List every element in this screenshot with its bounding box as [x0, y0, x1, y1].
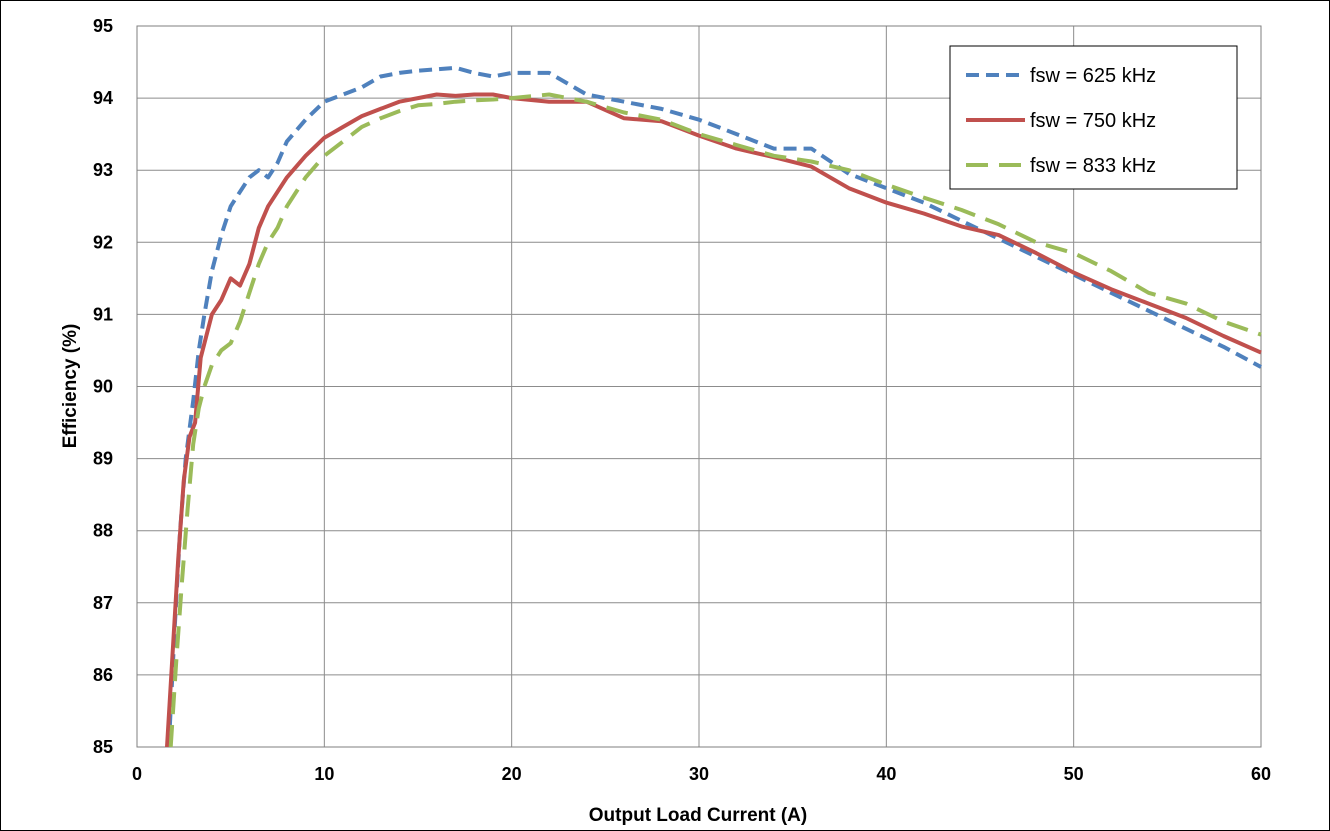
x-tick-label: 10 [314, 764, 334, 784]
series-lines [165, 65, 1262, 748]
y-tick-label: 85 [93, 737, 113, 757]
series-line-2 [165, 92, 1262, 748]
x-tick-labels: 0 10 20 30 40 50 60 [132, 764, 1271, 784]
y-tick-label: 88 [93, 521, 113, 541]
legend-label-2: fsw = 750 kHz [1030, 110, 1156, 132]
y-tick-label: 95 [93, 16, 113, 36]
series-line-3 [168, 92, 1262, 748]
y-tick-label: 90 [93, 377, 113, 397]
y-axis-title: Efficiency (%) [60, 324, 81, 449]
x-tick-label: 0 [132, 764, 142, 784]
y-tick-label: 87 [93, 593, 113, 613]
legend: fsw = 625 kHz fsw = 750 kHz fsw = 833 kHz [949, 45, 1238, 190]
y-tick-label: 89 [93, 449, 113, 469]
legend-label-3: fsw = 833 kHz [1030, 155, 1156, 177]
y-tick-label: 94 [93, 88, 113, 108]
y-tick-label: 92 [93, 232, 113, 252]
plot-border [136, 25, 1262, 748]
legend-box [949, 45, 1238, 190]
y-tick-labels: 85 86 87 88 89 90 91 92 93 94 95 [93, 16, 113, 757]
x-axis-title: Output Load Current (A) [589, 805, 807, 826]
legend-label-1: fsw = 625 kHz [1030, 65, 1156, 87]
x-tick-label: 50 [1064, 764, 1084, 784]
x-tick-label: 40 [876, 764, 896, 784]
x-tick-label: 20 [502, 764, 522, 784]
legend-items: fsw = 625 kHz fsw = 750 kHz fsw = 833 kHz [966, 65, 1156, 177]
x-tick-label: 60 [1251, 764, 1271, 784]
x-tick-label: 30 [689, 764, 709, 784]
y-tick-label: 86 [93, 665, 113, 685]
y-tick-label: 91 [93, 304, 113, 324]
series-line-1 [166, 65, 1262, 748]
y-tick-label: 93 [93, 160, 113, 180]
